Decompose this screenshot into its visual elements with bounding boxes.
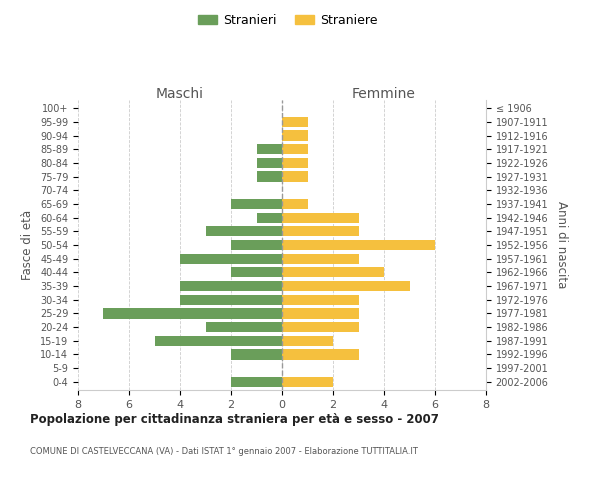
Bar	[231, 199, 282, 209]
Bar	[282, 117, 308, 127]
Bar	[282, 158, 308, 168]
Bar	[282, 376, 333, 387]
Bar	[282, 308, 359, 318]
Bar	[282, 322, 359, 332]
Bar	[206, 226, 282, 236]
Bar	[257, 144, 282, 154]
Bar	[282, 172, 308, 181]
Y-axis label: Anni di nascita: Anni di nascita	[555, 202, 568, 288]
Bar	[282, 336, 333, 346]
Y-axis label: Fasce di età: Fasce di età	[22, 210, 34, 280]
Bar	[282, 281, 410, 291]
Bar	[282, 199, 308, 209]
Bar	[206, 322, 282, 332]
Bar	[257, 158, 282, 168]
Bar	[104, 308, 282, 318]
Bar	[231, 376, 282, 387]
Bar	[282, 144, 308, 154]
Bar	[282, 267, 384, 278]
Text: COMUNE DI CASTELVECCANA (VA) - Dati ISTAT 1° gennaio 2007 - Elaborazione TUTTITA: COMUNE DI CASTELVECCANA (VA) - Dati ISTA…	[30, 448, 418, 456]
Bar	[257, 172, 282, 181]
Bar	[231, 267, 282, 278]
Bar	[231, 350, 282, 360]
Bar	[180, 254, 282, 264]
Bar	[282, 240, 435, 250]
Bar	[282, 254, 359, 264]
Bar	[282, 294, 359, 305]
Bar	[282, 350, 359, 360]
Bar	[282, 226, 359, 236]
Legend: Stranieri, Straniere: Stranieri, Straniere	[193, 8, 383, 32]
Bar	[180, 281, 282, 291]
Text: Femmine: Femmine	[352, 88, 416, 102]
Text: Popolazione per cittadinanza straniera per età e sesso - 2007: Popolazione per cittadinanza straniera p…	[30, 412, 439, 426]
Bar	[180, 294, 282, 305]
Bar	[155, 336, 282, 346]
Bar	[282, 130, 308, 140]
Bar	[231, 240, 282, 250]
Bar	[282, 212, 359, 223]
Bar	[257, 212, 282, 223]
Text: Maschi: Maschi	[156, 88, 204, 102]
